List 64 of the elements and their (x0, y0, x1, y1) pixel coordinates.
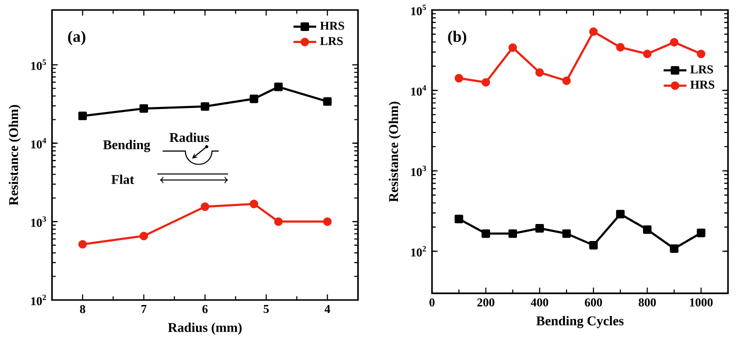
point (200, 102, 210, 111)
y-tick-label: 10$^{5}$ (31, 60, 46, 70)
point (454, 74, 464, 82)
point (535, 224, 544, 233)
x-tick-label: 6 (202, 305, 208, 314)
point (616, 210, 625, 218)
legend-label: LRS (690, 65, 713, 74)
point (508, 229, 517, 238)
y-tick-label: 10$^{2}$ (31, 294, 46, 306)
y-axis-title: Resistance (Ohm) (8, 105, 21, 206)
x-tick-label: 600 (584, 298, 602, 306)
point (482, 229, 490, 238)
annotation: (a) (68, 30, 86, 46)
point (643, 225, 652, 234)
legend-label: HRS (320, 22, 344, 30)
x-tick-label: 8 (80, 305, 86, 314)
annotation: Bending (103, 140, 150, 152)
x-tick-label: 400 (530, 298, 548, 306)
y-tick-label: 10$^{4}$ (411, 85, 426, 96)
x-axis-title: Bending Cycles (536, 316, 624, 328)
point (508, 43, 517, 52)
x-tick-label: 5 (264, 305, 269, 314)
legend-label: HRS (690, 80, 714, 89)
point (323, 97, 332, 106)
y-tick-label: 10$^{2}$ (411, 246, 426, 257)
point (482, 78, 490, 87)
annotation: (b) (448, 30, 466, 46)
annotation: Flat (111, 174, 134, 184)
y-axis-title: Resistance (Ohm) (388, 102, 401, 202)
point (670, 244, 678, 253)
point (274, 82, 283, 92)
point (140, 232, 148, 240)
point (200, 202, 210, 211)
point (562, 76, 571, 86)
point (78, 240, 87, 249)
x-tick-label: 200 (477, 298, 494, 306)
point (643, 50, 652, 58)
annotation: Radius (170, 132, 210, 142)
point (78, 112, 87, 120)
y-tick-label: 10$^{3}$ (31, 216, 46, 227)
point (696, 50, 706, 58)
point (696, 228, 706, 238)
point (274, 217, 283, 226)
x-tick-label: 800 (638, 298, 656, 306)
point (589, 27, 598, 36)
point (670, 38, 678, 47)
y-tick-label: 10$^{5}$ (411, 4, 426, 16)
x-tick-label: 4 (324, 305, 330, 313)
point (535, 68, 544, 77)
point (616, 43, 625, 52)
x-tick-label: 0 (429, 298, 435, 306)
point (562, 229, 571, 238)
y-tick-label: 10$^{4}$ (31, 138, 46, 148)
point (140, 104, 148, 113)
point (323, 217, 332, 226)
point (250, 200, 258, 208)
legend-label: LRS (320, 37, 343, 46)
y-tick-label: 10$^{3}$ (411, 166, 426, 176)
point (250, 94, 258, 104)
point (454, 214, 464, 224)
point (589, 240, 598, 250)
x-tick-label: 1000 (690, 298, 713, 306)
x-axis-title: Radius (mm) (168, 322, 242, 335)
x-tick-label: 7 (141, 305, 147, 313)
